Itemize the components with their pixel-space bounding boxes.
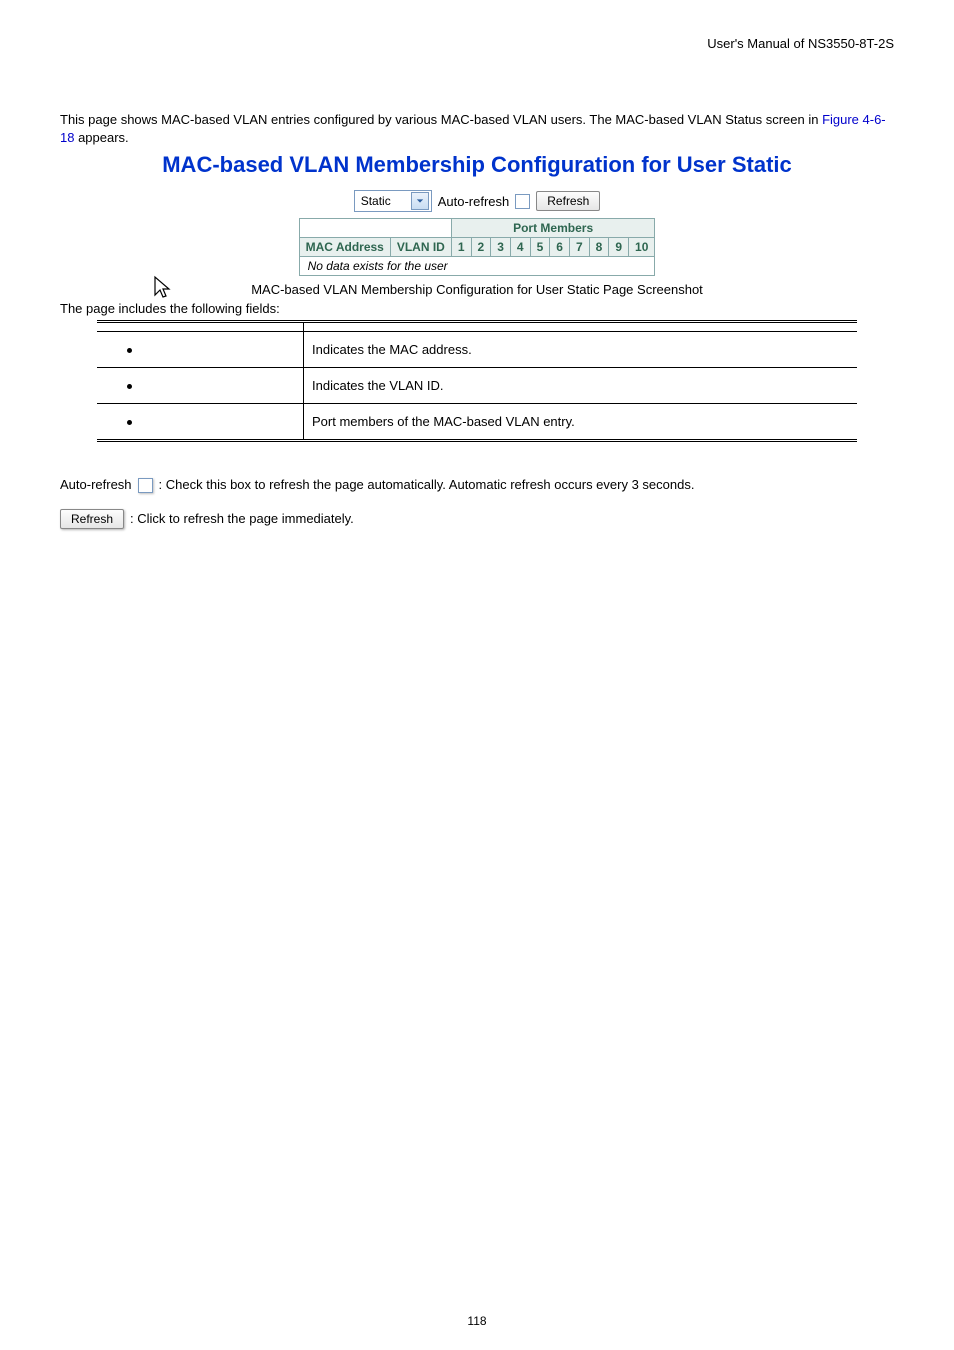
refresh-post: : Click to refresh the page immediately. [130,506,354,532]
col-port-9: 9 [609,238,629,257]
table-row: Indicates the VLAN ID. [97,368,857,404]
bullet-icon [127,420,132,425]
page-title: MAC-based VLAN Membership Configuration … [60,152,894,178]
port-members-header: Port Members [451,219,655,238]
col-port-4: 4 [510,238,530,257]
cursor-icon [152,275,172,304]
intro-text-1: This page shows MAC-based VLAN entries c… [60,112,822,127]
auto-refresh-post: : Check this box to refresh the page aut… [159,472,695,498]
chevron-down-icon [411,192,429,210]
col-port-1: 1 [451,238,471,257]
refresh-note: Refresh : Click to refresh the page imme… [60,506,894,532]
col-port-6: 6 [550,238,570,257]
figure-caption: MAC-based VLAN Membership Configuration … [60,282,894,297]
col-port-10: 10 [629,238,655,257]
object-desc: Indicates the VLAN ID. [304,368,858,404]
object-desc: Port members of the MAC-based VLAN entry… [304,404,858,441]
col-port-3: 3 [491,238,511,257]
bullet-icon [127,384,132,389]
intro-text-2: appears. [74,130,128,145]
table-row: Port members of the MAC-based VLAN entry… [97,404,857,441]
col-port-8: 8 [589,238,609,257]
bullet-icon [127,348,132,353]
fields-intro: The page includes the following fields: [60,301,894,316]
auto-refresh-checkbox[interactable] [515,194,530,209]
controls-row: Static Auto-refresh Refresh [60,190,894,212]
auto-refresh-label: Auto-refresh [438,194,510,209]
col-port-5: 5 [530,238,550,257]
object-desc: Indicates the MAC address. [304,332,858,368]
refresh-button[interactable]: Refresh [536,191,600,211]
refresh-button-sample: Refresh [60,509,124,529]
auto-refresh-note: Auto-refresh : Check this box to refresh… [60,472,894,498]
col-port-2: 2 [471,238,491,257]
field-description-table: Indicates the MAC address. Indicates the… [97,320,857,442]
table-row: Indicates the MAC address. [97,332,857,368]
user-type-dropdown[interactable]: Static [354,190,432,212]
desc-head-desc [304,322,858,332]
col-vlan-id: VLAN ID [390,238,451,257]
col-port-7: 7 [569,238,589,257]
col-mac-address: MAC Address [299,238,390,257]
vlan-membership-table: Port Members MAC Address VLAN ID 1 2 3 4… [299,218,656,276]
dropdown-value: Static [361,194,391,208]
no-data-row: No data exists for the user [299,257,655,276]
checkbox-icon [138,478,153,493]
auto-refresh-pre: Auto-refresh [60,472,132,498]
intro-paragraph: This page shows MAC-based VLAN entries c… [60,111,894,146]
page-header: User's Manual of NS3550-8T-2S [60,36,894,51]
page-number: 118 [0,1314,954,1328]
desc-head-object [97,322,304,332]
